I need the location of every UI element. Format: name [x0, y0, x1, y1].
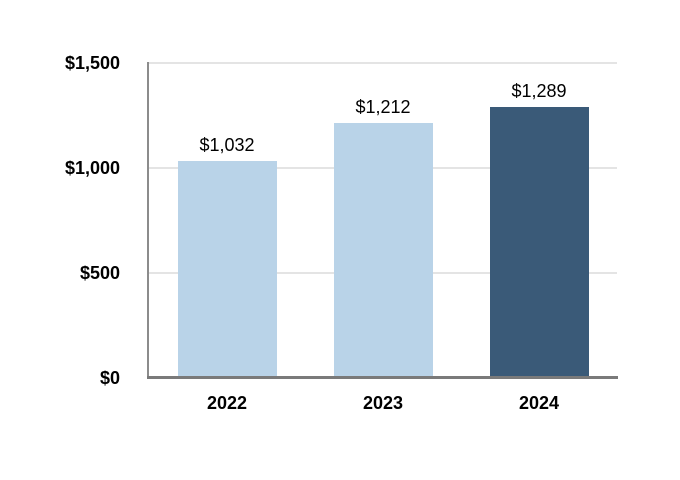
x-category-label: 2022 [206, 393, 248, 413]
x-category-label: 2023 [362, 393, 404, 413]
bar-value-label: $1,289 [511, 80, 567, 101]
y-tick-label: $500 [79, 263, 120, 283]
gridline [149, 62, 617, 64]
y-tick-label: $0 [99, 368, 120, 388]
y-tick-label: $1,500 [64, 53, 120, 73]
x-axis-line [147, 376, 618, 379]
y-axis-line [147, 62, 149, 378]
bar-2024 [489, 107, 589, 378]
bar-2023 [333, 123, 433, 378]
y-tick-label: $1,000 [64, 158, 120, 178]
x-category-label: 2024 [518, 393, 560, 413]
bar-value-label: $1,032 [199, 134, 255, 155]
bar-value-label: $1,212 [355, 96, 411, 117]
bar-2022 [177, 161, 277, 378]
